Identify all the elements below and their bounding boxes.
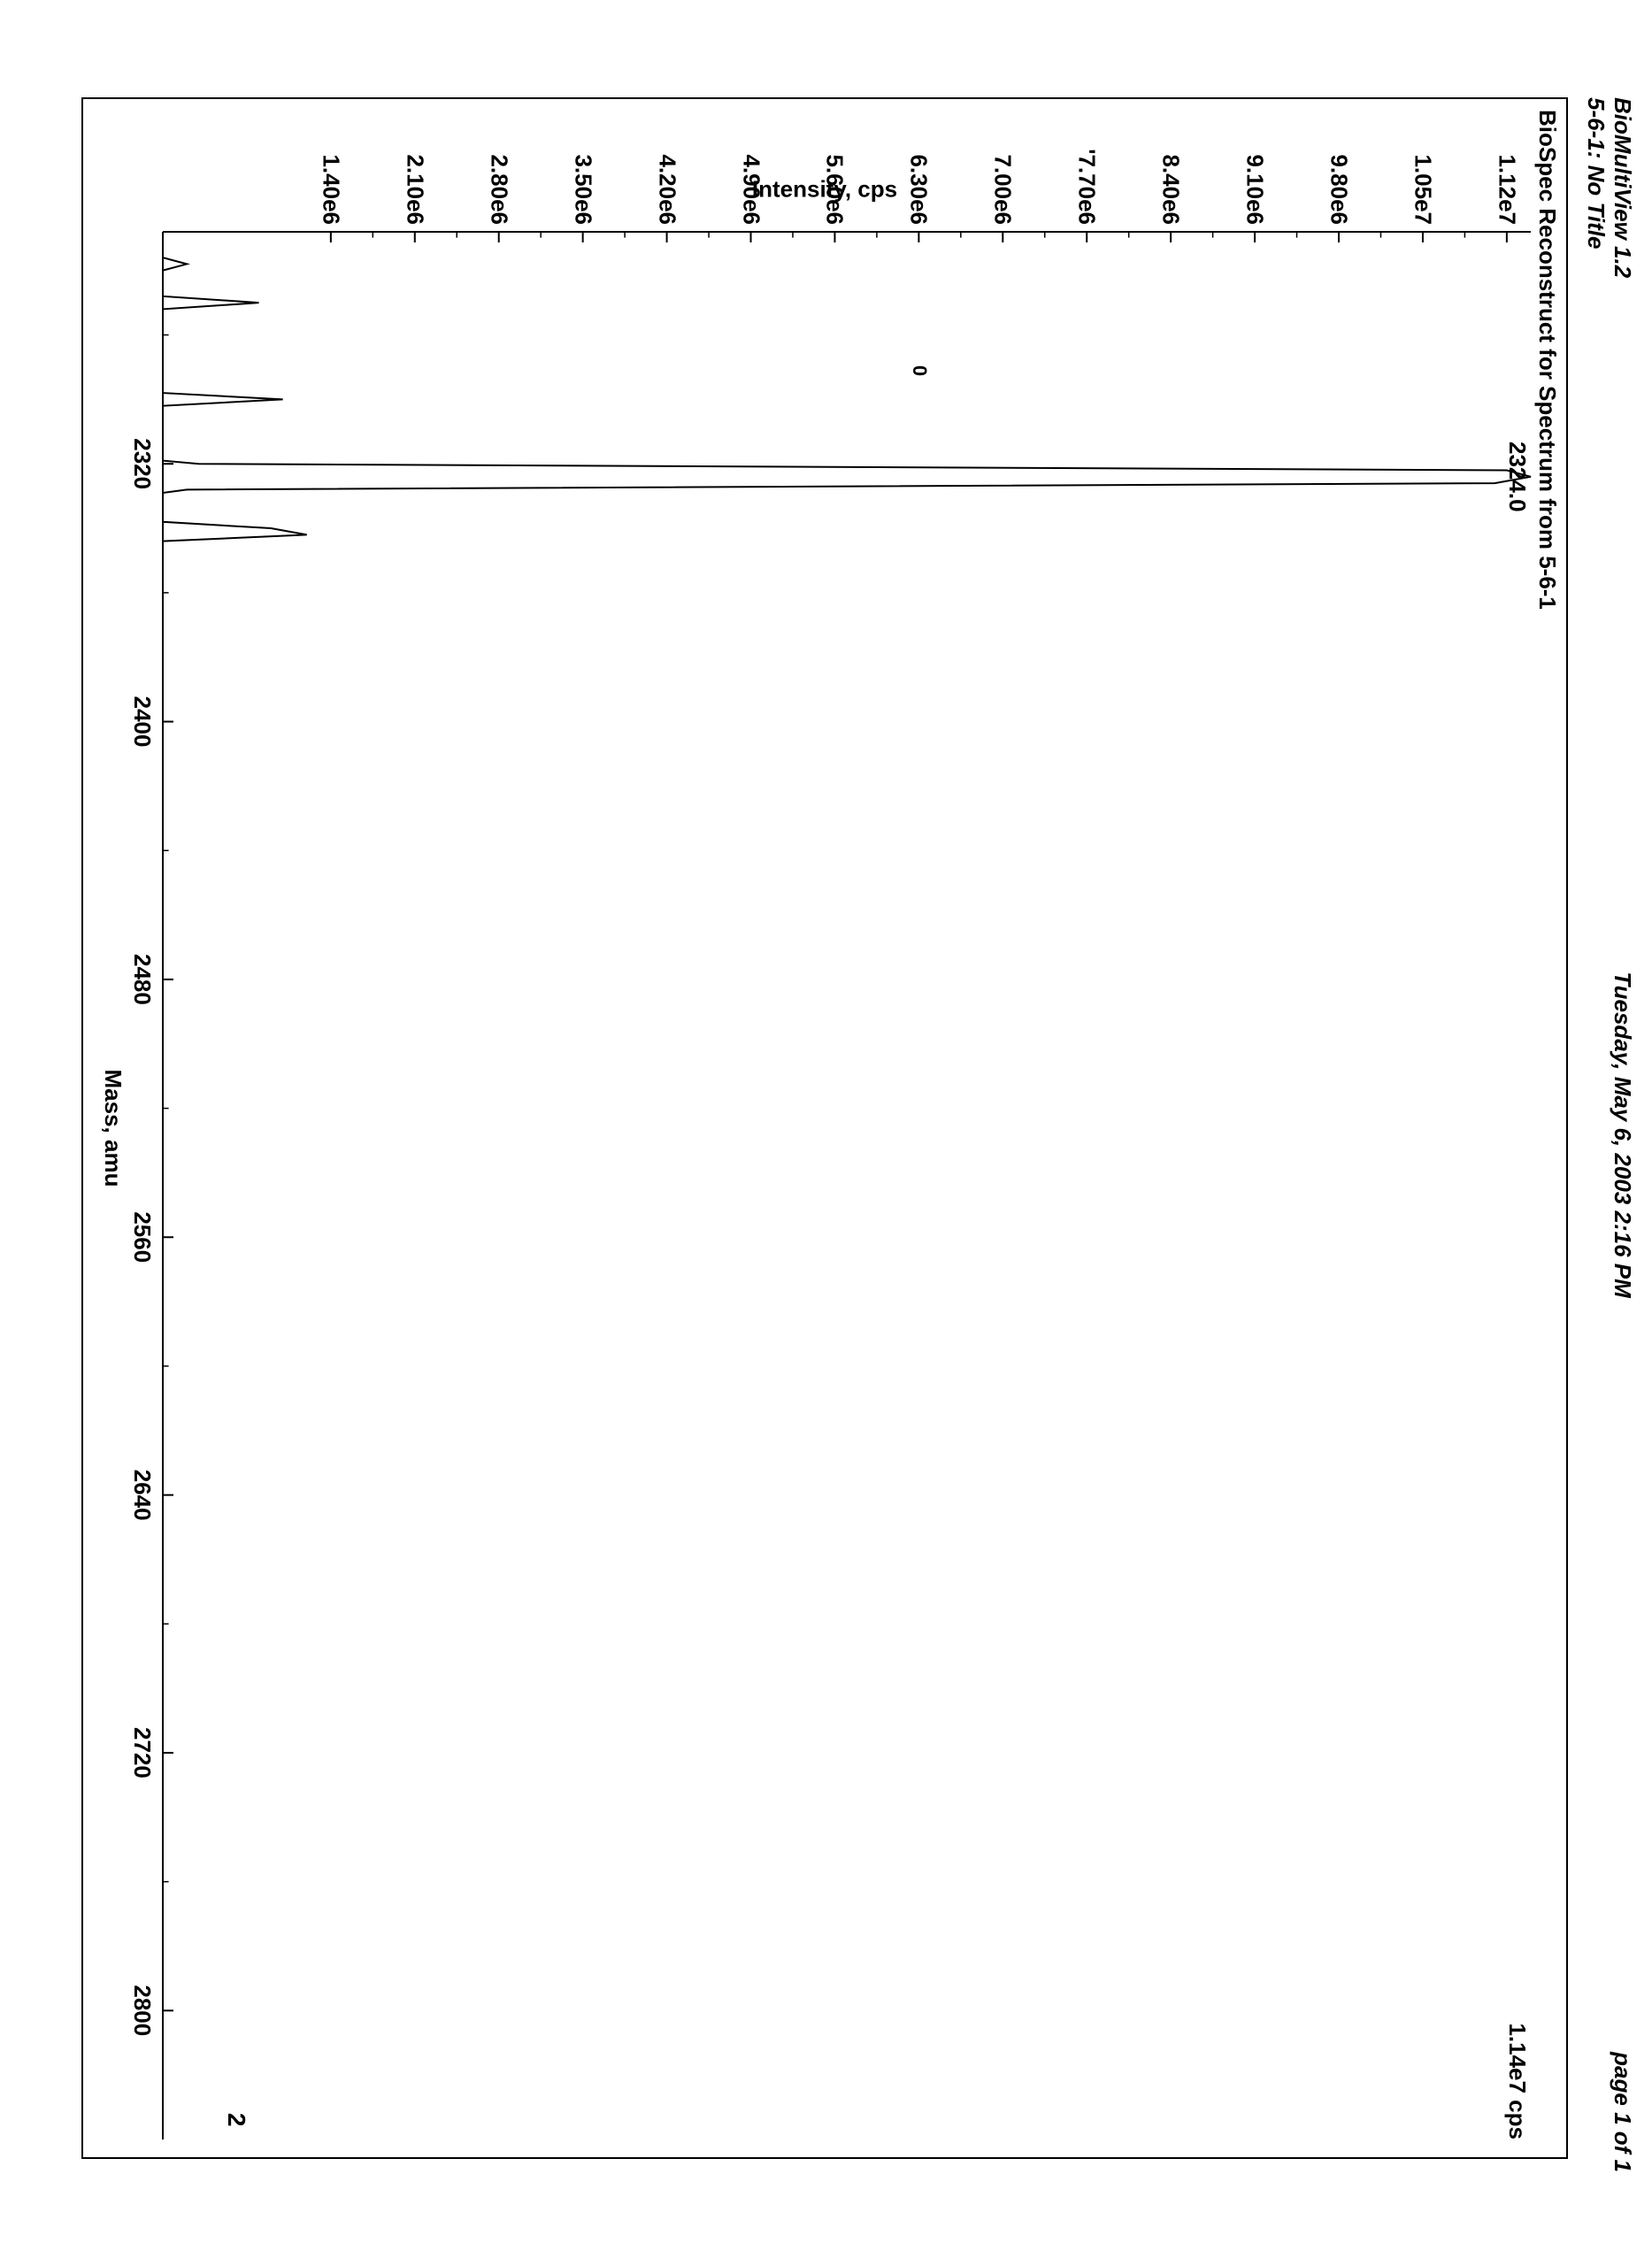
peak-label: 2324.0	[1503, 442, 1531, 512]
y-tick-label: 4.20e6	[653, 154, 680, 232]
y-tick-label: 1.12e7	[1493, 154, 1520, 232]
file-title: 5-6-1: No Title	[1582, 97, 1610, 249]
y-tick-label: '7.70e6	[1073, 149, 1101, 232]
page: BioMultiView 1.2 5-6-1: No Title Tuesday…	[0, 0, 1652, 2243]
x-tick-label: 2400	[128, 696, 163, 748]
x-tick-label: 2320	[128, 438, 163, 489]
y-tick-label: 2.10e6	[401, 154, 428, 232]
x-tick-label: 2800	[128, 1985, 163, 2036]
x-tick-label: 2560	[128, 1211, 163, 1263]
datetime: Tuesday, May 6, 2003 2:16 PM	[1609, 97, 1636, 2172]
y-tick-label: 3.50e6	[569, 154, 596, 232]
y-tick-label: 9.10e6	[1241, 154, 1269, 232]
stray-char: 2	[222, 2113, 250, 2127]
page-number: page 1 of 1	[1609, 2052, 1636, 2172]
y-tick-label: 6.30e6	[905, 154, 933, 232]
stray-char: 0	[908, 365, 931, 376]
x-axis-label: Mass, amu	[99, 99, 127, 2157]
y-tick-label: 2.80e6	[485, 154, 512, 232]
x-tick-label: 2480	[128, 954, 163, 1005]
spectrum-svg	[163, 232, 1531, 2139]
y-tick-label: 4.90e6	[737, 154, 765, 232]
y-tick-label: 1.40e6	[317, 154, 344, 232]
plot-frame: BioSpec Reconstruct for Spectrum from 5-…	[81, 97, 1568, 2159]
y-tick-label: 1.05e7	[1409, 154, 1436, 232]
y-tick-label: 9.80e6	[1325, 154, 1353, 232]
page-header: BioMultiView 1.2 5-6-1: No Title Tuesday…	[1583, 97, 1636, 2172]
axis-area: 23202400248025602640272028001.12e71.05e7…	[163, 232, 1531, 2139]
y-tick-label: 7.00e6	[989, 154, 1017, 232]
y-tick-label: 5.60e6	[821, 154, 849, 232]
chart-title: BioSpec Reconstruct for Spectrum from 5-…	[1533, 110, 1561, 610]
x-tick-label: 2720	[128, 1727, 163, 1778]
x-tick-label: 2640	[128, 1470, 163, 1521]
y-tick-label: 8.40e6	[1157, 154, 1185, 232]
landscape-canvas: BioMultiView 1.2 5-6-1: No Title Tuesday…	[0, 0, 1652, 2243]
